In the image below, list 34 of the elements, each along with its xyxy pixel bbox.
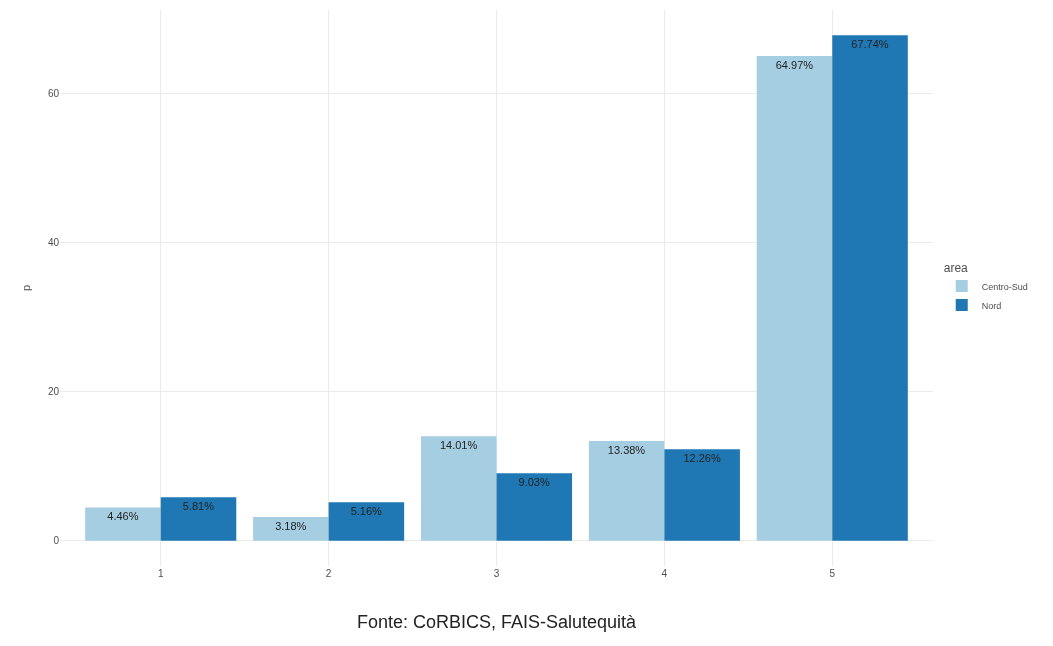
x-tick-label: 5 <box>829 568 836 579</box>
bar <box>420 436 497 541</box>
bar <box>85 507 161 541</box>
bar <box>664 449 740 541</box>
data-label: 13.38% <box>607 443 646 456</box>
data-label: 14.01% <box>439 439 478 452</box>
bar <box>253 516 329 541</box>
data-label: 5.16% <box>350 505 383 518</box>
bar <box>588 440 665 541</box>
y-tick-label: 60 <box>47 87 60 99</box>
x-tick-label: 3 <box>493 568 500 579</box>
data-label: 5.81% <box>182 500 215 513</box>
bar <box>756 55 833 541</box>
data-label: 64.97% <box>775 58 814 71</box>
y-tick-label: 0 <box>53 535 60 547</box>
legend-title: area <box>943 260 969 275</box>
legend-label: Nord <box>981 300 1002 311</box>
x-tick-label: 1 <box>157 568 164 579</box>
data-label: 4.46% <box>107 510 139 523</box>
bar <box>328 502 405 541</box>
legend-label: Centro-Sud <box>981 281 1028 292</box>
x-tick-label: 4 <box>661 568 668 579</box>
y-tick-label: 40 <box>47 236 60 248</box>
data-label: 12.26% <box>683 452 721 465</box>
data-label: 3.18% <box>275 519 307 532</box>
y-tick-label: 20 <box>47 385 60 397</box>
data-label: 9.03% <box>518 476 550 489</box>
y-axis-title: p <box>19 284 32 292</box>
source-note: Fonte: CoRBICS, FAIS-Salutequità <box>357 612 638 632</box>
bar <box>832 35 908 541</box>
data-label: 67.74% <box>851 38 889 51</box>
x-tick-label: 2 <box>325 568 332 579</box>
bar <box>496 473 573 541</box>
bar <box>160 497 237 541</box>
